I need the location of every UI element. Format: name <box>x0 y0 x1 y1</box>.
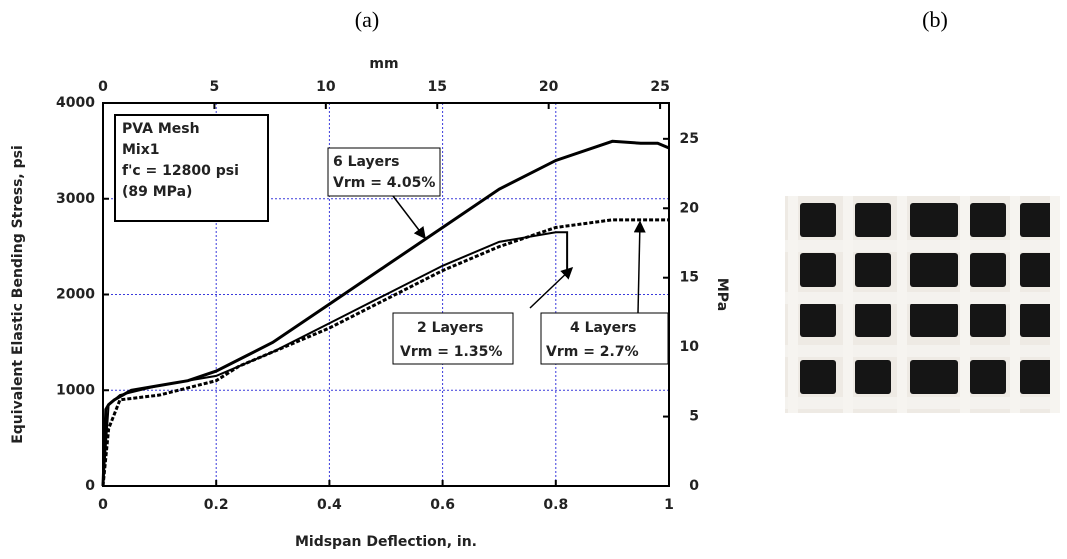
annotation-value: Vrm = 2.7% <box>546 344 639 360</box>
mesh-strand <box>897 196 907 413</box>
mesh-hole <box>855 360 891 394</box>
y2-tick-label: 25 <box>680 131 699 147</box>
mesh-strand <box>1050 196 1060 413</box>
mesh-strand <box>788 196 798 413</box>
annotation-box <box>540 312 669 365</box>
annotation-box <box>392 312 514 365</box>
info-line: Mix1 <box>122 142 160 158</box>
mesh-hole <box>800 303 836 337</box>
y-tick-label: 0 <box>85 478 95 494</box>
x-tick-label: 0 <box>98 497 108 513</box>
mesh-hole <box>970 303 1006 337</box>
mesh-hole <box>970 360 1006 394</box>
mesh-hole <box>910 253 958 287</box>
x2-tick-label: 15 <box>428 79 447 95</box>
mesh-hole <box>910 303 958 337</box>
x-tick-label: 0.4 <box>317 497 342 513</box>
x2-axis-title: mm <box>369 56 398 72</box>
mesh-hole <box>855 303 891 337</box>
annotation-name: 2 Layers <box>417 320 483 336</box>
x-tick-label: 0.2 <box>204 497 229 513</box>
mesh-hole <box>855 203 891 237</box>
mesh-strand <box>960 196 970 413</box>
info-box <box>114 114 269 222</box>
mesh-hole <box>800 253 836 287</box>
mesh-strand <box>843 196 853 413</box>
annotation-box <box>327 147 441 197</box>
mesh-hole <box>1020 303 1056 337</box>
y-tick-label: 3000 <box>56 191 95 207</box>
mesh-hole <box>800 360 836 394</box>
x2-tick-label: 25 <box>650 79 669 95</box>
panel-label: (a) <box>355 7 379 32</box>
y-tick-label: 2000 <box>56 287 95 303</box>
x-tick-label: 1 <box>664 497 674 513</box>
info-line: (89 MPa) <box>122 184 192 200</box>
mesh-hole <box>1020 203 1056 237</box>
y-tick-label: 1000 <box>56 382 95 398</box>
annotation-name: 6 Layers <box>333 154 399 170</box>
x-tick-label: 0.6 <box>430 497 455 513</box>
mesh-hole <box>970 203 1006 237</box>
y2-tick-label: 20 <box>680 200 700 216</box>
mesh-strand <box>1010 196 1020 413</box>
x-axis-title: Midspan Deflection, in. <box>295 534 477 550</box>
y-tick-label: 4000 <box>56 95 95 111</box>
x2-tick-label: 5 <box>210 79 220 95</box>
mesh-hole <box>800 203 836 237</box>
y2-tick-label: 15 <box>680 270 699 286</box>
mesh-photo <box>785 196 1060 413</box>
y2-tick-label: 10 <box>680 339 700 355</box>
annotation-arrow <box>529 266 574 309</box>
y2-axis-title: MPa <box>714 278 730 311</box>
annotation-arrow <box>633 220 646 314</box>
annotation-value: Vrm = 4.05% <box>333 175 435 191</box>
info-line: PVA Mesh <box>122 121 200 137</box>
data-line <box>102 231 569 487</box>
mesh-hole <box>1020 360 1056 394</box>
annotation-value: Vrm = 1.35% <box>400 344 502 360</box>
x-tick-label: 0.8 <box>543 497 568 513</box>
y-axis-title: Equivalent Elastic Bending Stress, psi <box>10 145 26 444</box>
x2-tick-label: 20 <box>539 79 559 95</box>
x2-tick-label: 0 <box>98 79 108 95</box>
x2-tick-label: 10 <box>316 79 336 95</box>
mesh-hole <box>1020 253 1056 287</box>
y2-tick-label: 5 <box>689 409 699 425</box>
mesh-hole <box>855 253 891 287</box>
plot-frame <box>102 102 670 487</box>
annotation-name: 4 Layers <box>570 320 636 336</box>
info-line: f'c = 12800 psi <box>122 163 239 179</box>
mesh-hole <box>910 360 958 394</box>
mesh-hole <box>970 253 1006 287</box>
mesh-hole <box>910 203 958 237</box>
panel-label: (b) <box>922 7 948 32</box>
y2-tick-label: 0 <box>689 478 699 494</box>
annotation-arrow <box>392 195 426 240</box>
